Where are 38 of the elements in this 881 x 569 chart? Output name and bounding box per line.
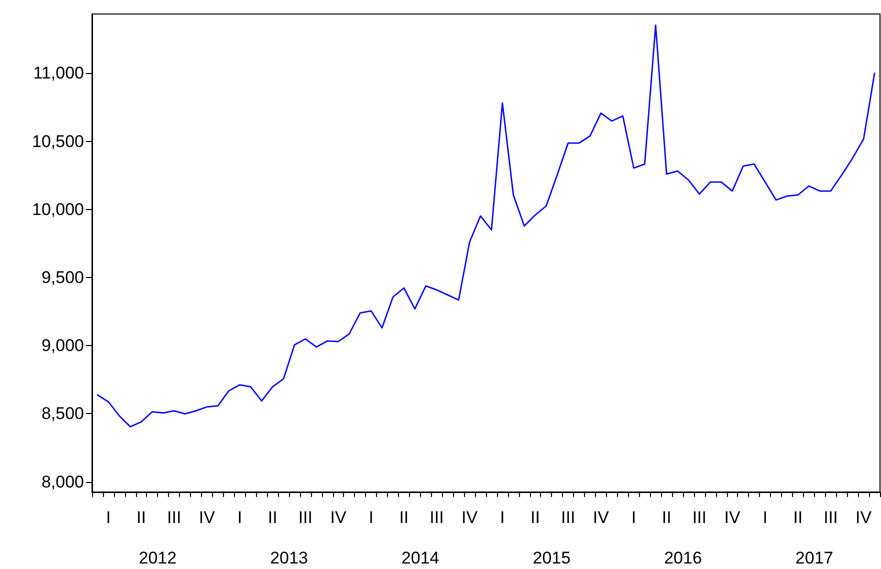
y-tick-label: 10,500 [32,132,84,151]
y-tick-label: 8,500 [41,404,84,424]
y-tick-label: 9,500 [41,268,84,288]
y-tick-label: 10,000 [32,200,84,219]
x-tick-label: II [530,508,540,527]
x-tick-label: III [560,508,576,527]
text: 2014 [401,548,440,568]
x-tick-label: III [166,508,182,527]
text: 2012 [138,548,177,568]
text: 2016 [664,548,702,568]
x-tick-label: II [136,508,146,527]
text: 2013 [270,548,308,568]
y-tick-label: 8,000 [41,472,84,492]
x-tick-label: IV [856,508,872,527]
x-tick-label: I [631,508,636,527]
x-tick-label: IV [330,508,347,527]
x-tick-label: III [430,508,444,527]
line-series [96,24,876,428]
x-tick-label: IV [198,508,216,527]
y-tick-label: 9,000 [41,336,84,356]
x-tick-label: IV [724,508,741,527]
x-tick-label: II [399,508,409,527]
x-tick-label: II [662,508,672,527]
x-tick-label: III [824,508,838,527]
x-tick-label: IV [462,508,478,527]
x-tick-label: II [793,508,803,527]
x-tick-label: I [106,508,111,527]
text: 2015 [532,548,571,568]
text: 2017 [795,548,834,568]
x-tick-label: I [237,508,242,527]
x-tick-label: III [692,508,707,527]
y-tick-label: 11,000 [33,64,84,83]
x-tick-label: I [368,508,374,527]
x-tick-label: IV [592,508,610,527]
x-tick-label: I [500,508,505,527]
x-tick-label: III [298,508,313,527]
x-tick-label: I [762,508,768,527]
x-tick-label: II [268,508,278,527]
